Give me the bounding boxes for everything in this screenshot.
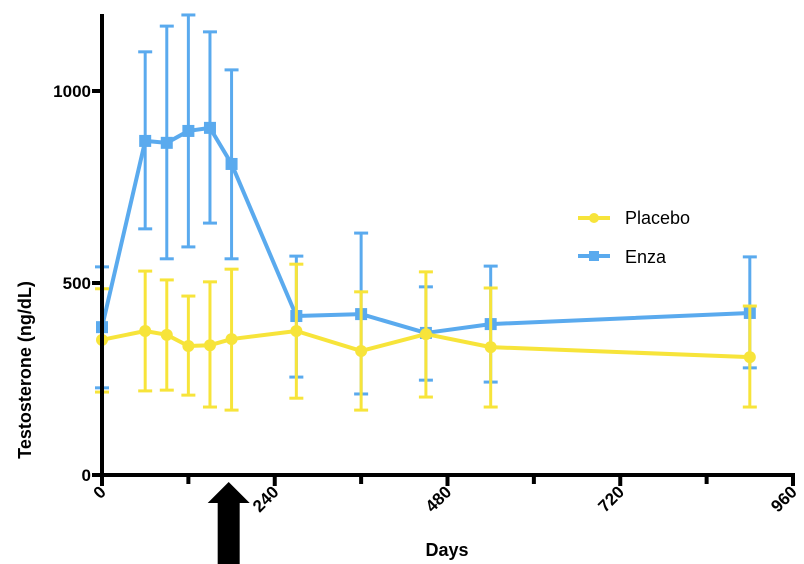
data-point: [484, 341, 497, 354]
x-tick-label: 960: [767, 482, 800, 515]
y-axis-title: Testosterone (ng/dL): [15, 281, 35, 459]
legend-marker-enza: [589, 251, 599, 261]
y-tick-label: 0: [82, 466, 91, 485]
legend-marker-placebo: [589, 213, 599, 223]
x-tick-label: 720: [595, 482, 628, 515]
annotation-arrow: [207, 482, 250, 564]
legend-label-placebo: Placebo: [625, 208, 690, 228]
legend-item-placebo: Placebo: [578, 208, 690, 228]
data-point: [182, 339, 195, 352]
y-tick-label: 1000: [53, 82, 91, 101]
x-tick-label: 240: [249, 482, 282, 515]
x-tick-label: 0: [90, 482, 110, 502]
data-point: [203, 339, 216, 352]
data-point: [182, 124, 195, 137]
data-point: [203, 121, 216, 134]
legend-label-enza: Enza: [625, 247, 667, 267]
data-point: [160, 328, 173, 341]
x-tick-label: 480: [422, 482, 455, 515]
data-point: [160, 136, 173, 149]
data-point: [290, 325, 303, 337]
series-placebo: [95, 262, 757, 412]
series-layer: [95, 13, 757, 412]
data-point: [225, 157, 238, 170]
data-point: [139, 325, 152, 337]
legend-item-enza: Enza: [578, 247, 667, 267]
x-axis-title: Days: [425, 540, 468, 560]
data-point: [419, 328, 432, 341]
data-point: [743, 351, 756, 364]
y-tick-label: 500: [63, 274, 91, 293]
data-point: [139, 134, 152, 147]
data-point: [355, 344, 368, 357]
data-point: [225, 333, 238, 346]
legend: Placebo Enza: [578, 208, 690, 267]
